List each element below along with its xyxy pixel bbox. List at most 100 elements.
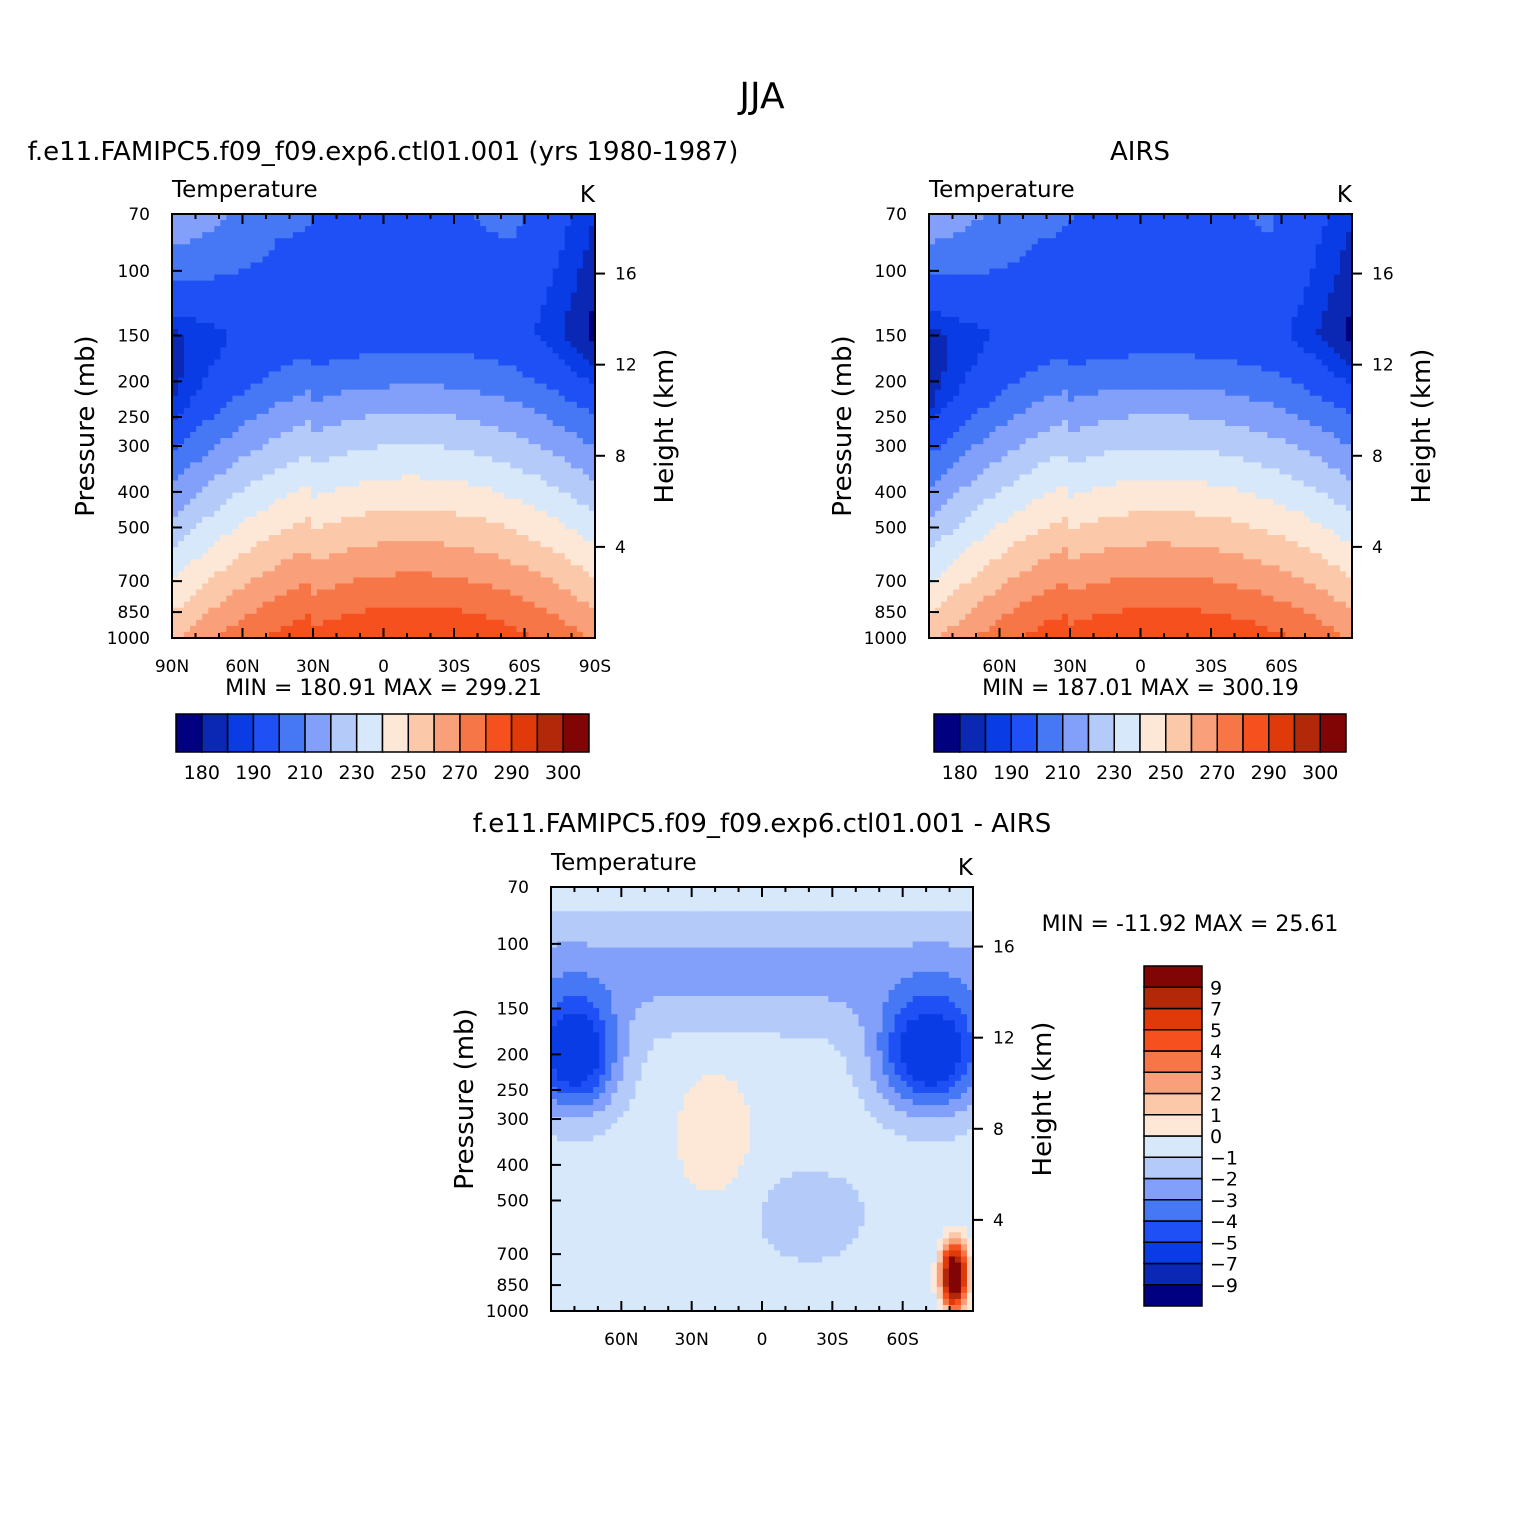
field-cell <box>510 323 518 330</box>
field-cell <box>431 462 439 469</box>
field-cell <box>359 316 366 324</box>
field-cell <box>335 329 342 336</box>
field-cell <box>202 480 209 488</box>
field-cell <box>244 268 252 276</box>
field-cell <box>504 504 511 512</box>
field-cell <box>347 304 354 312</box>
field-cell <box>256 280 264 288</box>
field-cell <box>184 335 191 342</box>
field-cell <box>449 262 457 270</box>
field-cell <box>310 595 318 603</box>
field-cell <box>588 389 596 397</box>
field-cell <box>292 438 300 445</box>
field-cell <box>341 528 348 536</box>
field-cell <box>256 220 264 227</box>
field-cell <box>582 292 590 300</box>
field-cell <box>262 280 270 288</box>
field-cell <box>292 395 300 403</box>
field-cell <box>304 631 312 639</box>
field-cell <box>238 401 246 409</box>
field-cell <box>401 607 409 615</box>
field-cell <box>292 607 300 615</box>
field-cell <box>365 432 373 439</box>
field-cell <box>528 250 536 257</box>
field-cell <box>588 462 596 469</box>
field-cell <box>286 553 294 560</box>
field-cell <box>377 474 385 482</box>
field-cell <box>443 335 451 342</box>
field-cell <box>546 468 554 476</box>
field-cell <box>298 468 306 476</box>
field-cell <box>196 516 203 524</box>
field-cell <box>546 480 554 488</box>
field-cell <box>540 450 548 457</box>
field-cell <box>184 250 191 257</box>
field-cell <box>202 474 209 482</box>
field-cell <box>492 353 499 360</box>
field-cell <box>516 232 524 239</box>
field-cell <box>250 450 258 457</box>
field-cell <box>310 359 318 367</box>
field-cell <box>353 298 360 306</box>
field-cell <box>371 304 379 312</box>
field-cell <box>178 244 185 251</box>
field-cell <box>552 516 560 524</box>
field-cell <box>238 316 246 324</box>
field-cell <box>304 419 312 427</box>
field-cell <box>582 444 590 451</box>
field-cell <box>262 559 270 566</box>
field-cell <box>419 498 427 506</box>
field-cell <box>359 274 366 282</box>
field-cell <box>347 535 354 542</box>
field-cell <box>371 395 379 403</box>
field-cell <box>582 583 590 591</box>
field-cell <box>202 607 209 615</box>
field-cell <box>262 250 270 257</box>
field-cell <box>510 407 518 415</box>
field-cell <box>401 335 409 342</box>
field-cell <box>425 486 433 494</box>
field-cell <box>202 522 209 530</box>
field-cell <box>492 619 499 627</box>
field-cell <box>486 492 493 500</box>
field-cell <box>226 583 234 591</box>
y-tick-label: 100 <box>118 262 150 282</box>
field-cell <box>522 347 530 354</box>
field-cell <box>178 522 185 530</box>
field-cell <box>178 232 185 239</box>
field-cell <box>347 407 354 415</box>
field-cell <box>232 256 240 264</box>
field-cell <box>528 316 536 324</box>
field-cell <box>274 553 282 560</box>
field-cell <box>558 541 566 548</box>
field-cell <box>425 577 433 585</box>
field-cell <box>220 329 227 336</box>
field-cell <box>431 323 439 330</box>
field-cell <box>462 359 469 367</box>
field-cell <box>419 541 427 548</box>
field-cell <box>540 413 548 421</box>
field-cell <box>449 413 457 421</box>
field-cell <box>226 310 234 318</box>
field-cell <box>178 359 185 367</box>
field-cell <box>232 450 240 457</box>
field-cell <box>178 214 185 221</box>
field-cell <box>365 304 373 312</box>
field-cell <box>552 220 560 227</box>
field-cell <box>564 238 572 245</box>
field-cell <box>371 444 379 451</box>
field-cell <box>323 438 330 445</box>
field-cell <box>437 389 445 397</box>
field-cell <box>395 504 403 512</box>
field-cell <box>214 547 221 554</box>
field-cell <box>220 607 227 615</box>
field-cell <box>437 407 445 415</box>
field-cell <box>468 498 475 506</box>
field-cell <box>480 486 487 494</box>
field-cell <box>558 250 566 257</box>
field-cell <box>468 268 475 276</box>
field-cell <box>425 353 433 360</box>
field-cell <box>431 607 439 615</box>
field-cell <box>528 486 536 494</box>
field-cell <box>522 528 530 536</box>
